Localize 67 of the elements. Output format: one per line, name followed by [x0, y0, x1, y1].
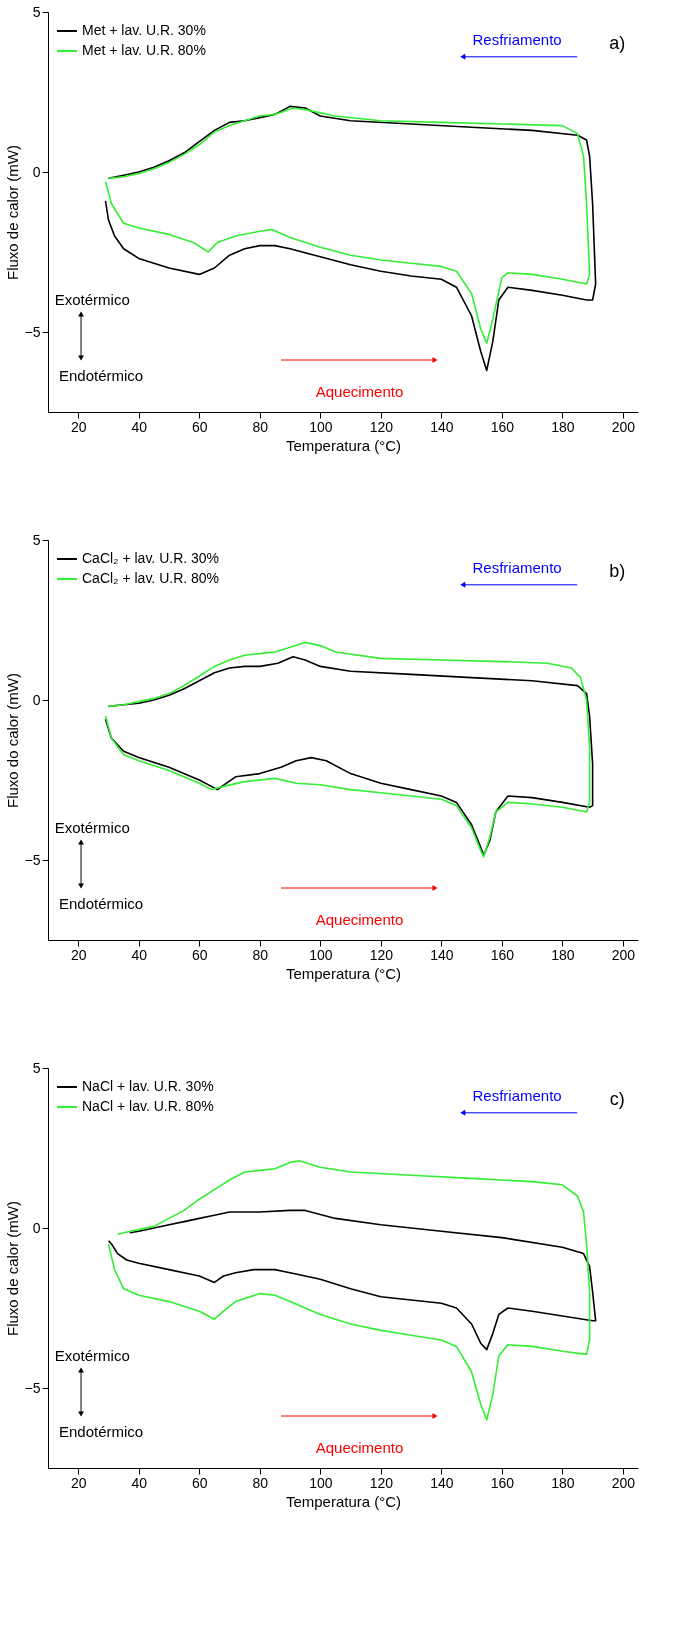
y-tick-label: 0: [32, 691, 41, 708]
line-series: [107, 1209, 597, 1351]
y-tick-label: −5: [24, 323, 41, 340]
x-tick-label: 40: [131, 418, 148, 435]
annotation: Aquecimento: [315, 911, 404, 928]
x-tick-label: 60: [191, 1474, 208, 1491]
x-tick-label: 120: [369, 1474, 394, 1491]
annotation: Endotérmico: [58, 1423, 144, 1440]
annotation: Aquecimento: [315, 383, 404, 400]
y-axis-title: Fluxo do calor (mW): [3, 672, 21, 809]
x-tick-label: 200: [611, 418, 636, 435]
x-tick-label: 180: [551, 946, 575, 963]
annotation: b): [609, 561, 626, 581]
annotation: Aquecimento: [315, 1439, 404, 1456]
y-tick-label: 0: [32, 1219, 41, 1236]
x-tick-label: 80: [252, 418, 269, 435]
y-tick-label: −5: [24, 1379, 41, 1396]
annotation: c): [609, 1089, 625, 1109]
x-tick-label: 80: [252, 946, 269, 963]
x-tick-label: 40: [131, 1474, 148, 1491]
x-tick-label: 100: [309, 418, 333, 435]
y-axis-title: Fluxo de calor (mW): [3, 1200, 21, 1337]
legend-label: NaCl + lav. U.R. 30%: [82, 1078, 214, 1094]
annotation: Exotérmico: [54, 291, 130, 308]
annotation: Resfriamento: [472, 1087, 562, 1104]
x-tick-label: 160: [490, 418, 515, 435]
annotation: Endotérmico: [58, 895, 144, 912]
x-tick-label: 140: [430, 1474, 454, 1491]
x-tick-label: 60: [191, 946, 208, 963]
x-tick-label: 100: [309, 946, 333, 963]
x-tick-label: 20: [70, 418, 87, 435]
legend-label: Met + lav. U.R. 30%: [82, 22, 206, 38]
x-tick-label: 120: [369, 946, 394, 963]
annotation: a): [609, 33, 626, 53]
x-axis-title: Temperatura (°C): [285, 964, 402, 982]
y-tick-label: −5: [24, 851, 41, 868]
annotation: Exotérmico: [54, 1347, 130, 1364]
x-tick-label: 180: [551, 418, 575, 435]
x-tick-label: 160: [490, 946, 515, 963]
legend-label: CaCl₂ + lav. U.R. 30%: [82, 550, 220, 566]
x-tick-label: 40: [131, 946, 148, 963]
x-tick-label: 60: [191, 418, 208, 435]
annotation: Resfriamento: [472, 31, 562, 48]
annotation: Exotérmico: [54, 819, 130, 836]
x-tick-label: 200: [611, 1474, 636, 1491]
x-tick-label: 80: [252, 1474, 269, 1491]
x-tick-label: 120: [369, 418, 394, 435]
x-tick-label: 20: [70, 1474, 87, 1491]
y-tick-label: 5: [32, 1059, 41, 1076]
x-tick-label: 160: [490, 1474, 515, 1491]
x-tick-label: 20: [70, 946, 87, 963]
x-tick-label: 200: [611, 946, 636, 963]
annotation: Endotérmico: [58, 367, 144, 384]
annotation: Resfriamento: [472, 559, 562, 576]
legend-label: Met + lav. U.R. 80%: [82, 42, 206, 58]
x-axis-title: Temperatura (°C): [285, 1492, 402, 1510]
y-tick-label: 0: [32, 163, 41, 180]
x-tick-label: 180: [551, 1474, 575, 1491]
x-axis-title: Temperatura (°C): [285, 436, 402, 454]
legend-label: CaCl₂ + lav. U.R. 80%: [82, 570, 220, 586]
y-tick-label: 5: [32, 531, 41, 548]
y-tick-label: 5: [32, 3, 41, 20]
x-tick-label: 100: [309, 1474, 333, 1491]
legend-label: NaCl + lav. U.R. 80%: [82, 1098, 214, 1114]
y-axis-title: Fluxo de calor (mW): [3, 144, 21, 281]
x-tick-label: 140: [430, 946, 454, 963]
x-tick-label: 140: [430, 418, 454, 435]
